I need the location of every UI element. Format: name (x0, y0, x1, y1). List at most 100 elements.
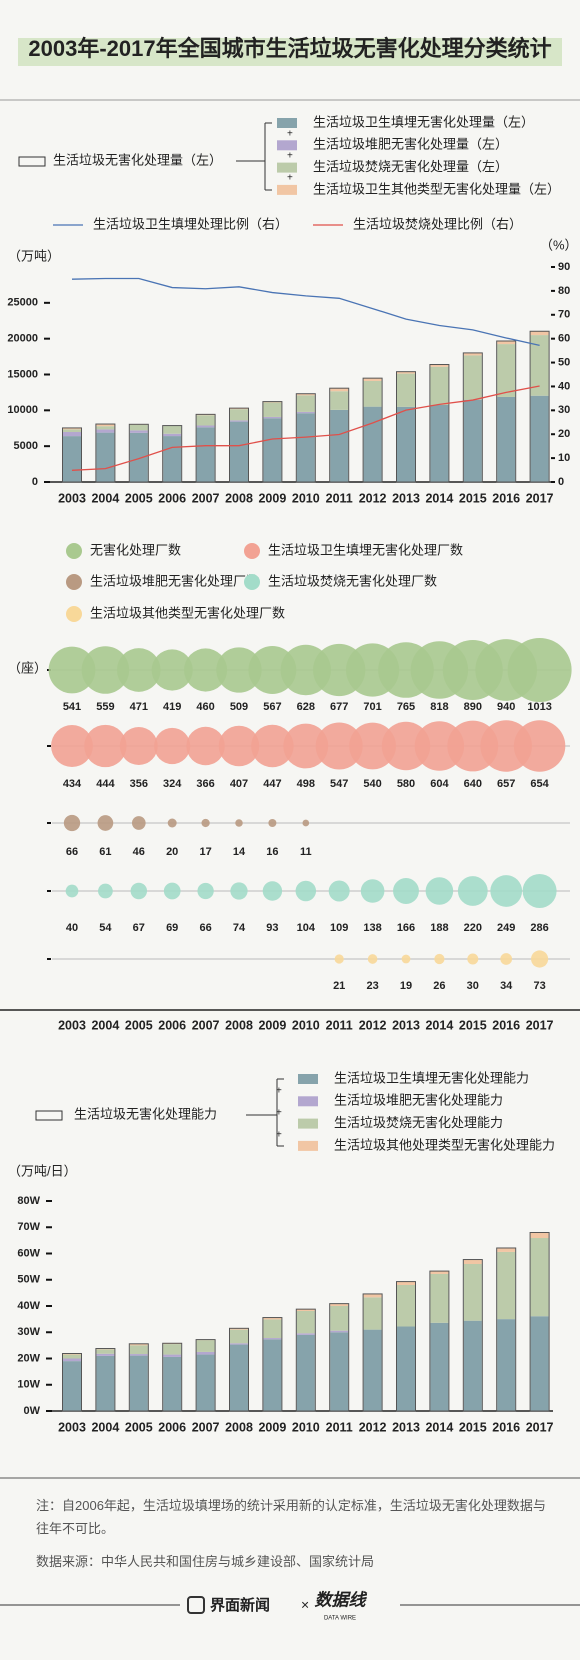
x-tick-label: 2006 (158, 1420, 186, 1434)
bubble (81, 646, 130, 694)
total-outline (329, 1303, 350, 1412)
bar-segment (96, 426, 115, 430)
bar-segment (463, 399, 482, 482)
total-outline (95, 1348, 116, 1412)
value-label: 23 (366, 980, 378, 992)
x-tick-label: 2017 (526, 491, 554, 505)
legend-marker (66, 543, 82, 559)
value-label: 604 (430, 778, 449, 790)
bubble (216, 647, 262, 693)
x-tick-label: 2015 (459, 1018, 487, 1032)
x-tick-label: 2013 (392, 1018, 420, 1032)
y-tick-label: 20W (17, 1352, 40, 1364)
x-tick-label: 2016 (492, 491, 520, 505)
legend-bracket (236, 122, 272, 191)
x-tick-label: 2009 (258, 1420, 286, 1434)
x-tick-label: 2009 (258, 491, 286, 505)
bar-segment (63, 1358, 81, 1362)
bar-segment (397, 373, 415, 407)
x-tick-label: 2011 (326, 1018, 353, 1032)
value-label: 34 (500, 980, 513, 992)
legend-swatch (298, 1074, 318, 1084)
value-label: 61 (99, 846, 111, 858)
bar-segment (330, 388, 349, 392)
bar-segment (296, 1309, 315, 1311)
bar-segment (263, 1317, 282, 1320)
bubble (500, 953, 513, 965)
bar-segment (530, 331, 549, 336)
bar-segment (296, 1334, 315, 1411)
total-outline (462, 352, 483, 483)
bar-segment (230, 421, 248, 482)
bar-segment (96, 1353, 115, 1356)
bubble (367, 954, 378, 964)
value-label: 66 (199, 922, 211, 934)
bubble (283, 723, 329, 769)
bubble (393, 878, 419, 904)
total-outline (128, 1343, 149, 1412)
plus: + (287, 129, 293, 140)
x-tick-label: 2011 (326, 1420, 353, 1434)
bubble (513, 720, 566, 772)
value-label: 11 (300, 846, 312, 858)
y-tick-label: 10W (17, 1379, 40, 1391)
x-tick-label: 2017 (526, 1018, 554, 1032)
bar-segment (363, 378, 382, 381)
bar-segment (129, 1354, 148, 1356)
bar-segment (230, 1329, 248, 1344)
legend-label: 生活垃圾卫生填埋无害化处理能力 (334, 1070, 529, 1085)
plus: + (276, 1108, 282, 1119)
bubble (131, 816, 146, 830)
legend-label: 生活垃圾堆肥无害化处理厂数 (90, 573, 259, 588)
legend-swatch (298, 1118, 318, 1129)
bar-segment (530, 1232, 549, 1239)
y2-tick-label: 50 (558, 356, 570, 368)
bar-segment (63, 1353, 81, 1355)
value-label: 434 (63, 778, 82, 790)
x-tick-label: 2004 (91, 1420, 119, 1434)
bar-segment (497, 1319, 516, 1411)
bar-segment (263, 1338, 282, 1340)
bar-segment (330, 1330, 349, 1333)
value-label: 890 (464, 701, 482, 713)
bubble (154, 727, 191, 765)
value-label: 16 (266, 846, 278, 858)
bar-segment (63, 1361, 81, 1411)
total-outline (62, 1353, 82, 1412)
y-axis-label: （万吨/日） (8, 1163, 77, 1178)
legend-label: 生活垃圾其他处理类型无害化处理能力 (334, 1137, 555, 1152)
total-outline (362, 377, 383, 483)
x-tick-label: 2006 (158, 1018, 186, 1032)
bubble (262, 881, 283, 901)
value-label: 220 (464, 922, 482, 934)
bar-segment (497, 1251, 516, 1320)
bubble (360, 879, 385, 903)
value-label: 701 (363, 701, 381, 713)
bar-segment (63, 429, 81, 433)
y2-tick-label: 90 (558, 261, 570, 273)
bar-segment (296, 1310, 315, 1334)
bar-segment (363, 380, 382, 407)
bar-segment (196, 427, 215, 482)
y2-tick-label: 40 (558, 380, 570, 392)
total-outline (529, 330, 550, 483)
value-label: 104 (297, 922, 316, 934)
x-tick-label: 2010 (292, 1018, 320, 1032)
legend-swatch (277, 162, 297, 173)
value-label: 540 (363, 778, 381, 790)
plus: + (287, 151, 293, 162)
bubble (97, 815, 114, 831)
legend-label: 生活垃圾卫生填埋处理比例（右） (93, 216, 288, 231)
value-label: 628 (297, 701, 315, 713)
bubble (328, 880, 350, 902)
x-tick-label: 2016 (492, 1018, 520, 1032)
value-label: 541 (63, 701, 81, 713)
legend-bracket (246, 1078, 284, 1147)
bar-segment (397, 406, 415, 482)
value-label: 54 (99, 922, 112, 934)
value-label: 419 (163, 701, 181, 713)
bubble (490, 875, 523, 907)
total-outline (396, 371, 416, 483)
bubble (295, 880, 317, 902)
